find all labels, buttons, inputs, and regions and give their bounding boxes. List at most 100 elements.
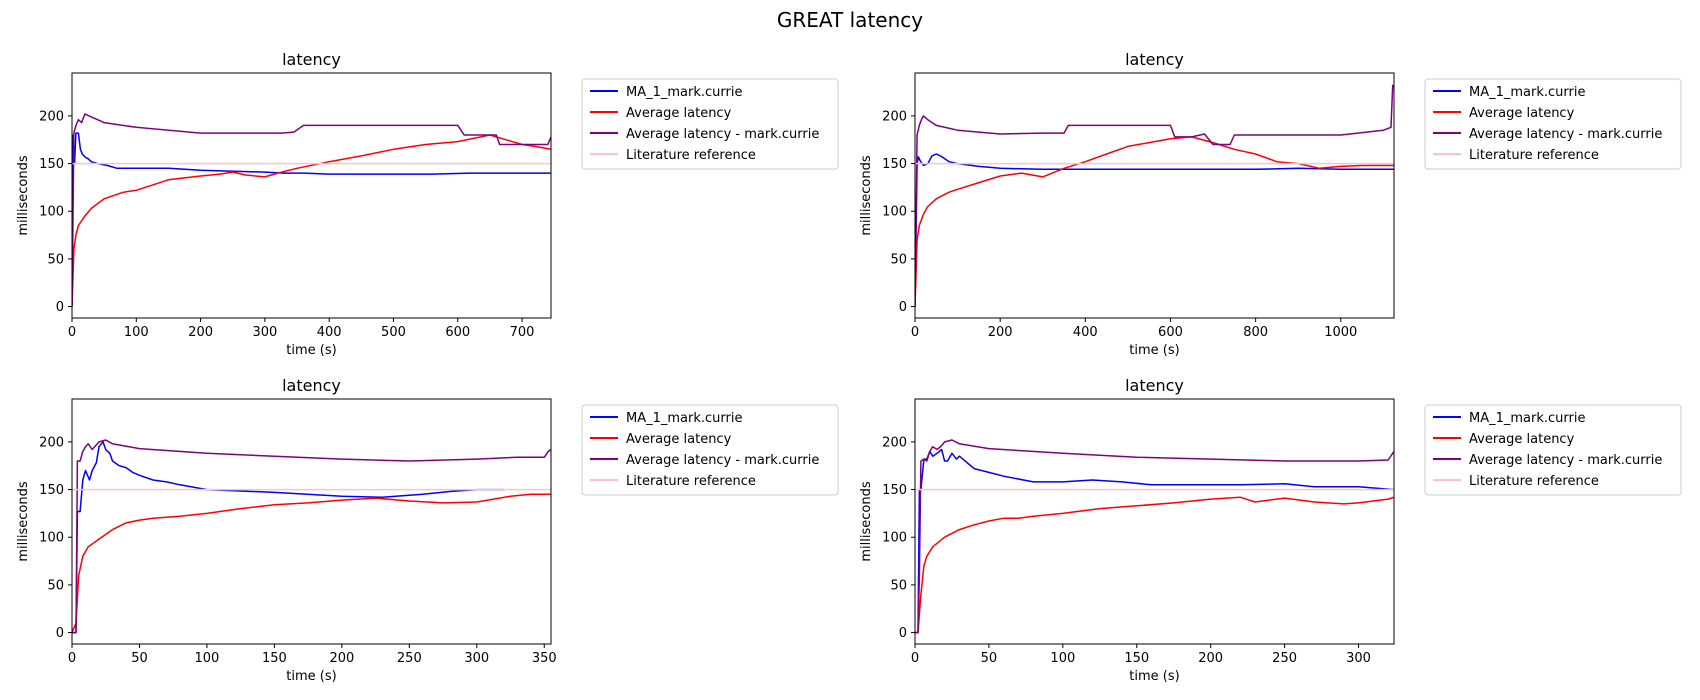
y-tick-label: 50 xyxy=(890,252,907,267)
legend: MA_1_mark.currie Average latency Average l… xyxy=(1424,404,1682,496)
x-tick-label: 150 xyxy=(262,651,287,666)
y-tick-label: 150 xyxy=(39,157,64,172)
x-tick-label: 0 xyxy=(68,325,76,340)
legend-box xyxy=(1424,404,1682,496)
legend-label: Average latency - mark.currie xyxy=(626,453,819,468)
y-tick-label: 0 xyxy=(56,626,64,641)
subplot-title: latency xyxy=(1125,376,1184,395)
x-tick-label: 50 xyxy=(981,651,998,666)
x-tick-label: 700 xyxy=(510,325,535,340)
y-tick-label: 150 xyxy=(882,483,907,498)
legend: MA_1_mark.currie Average latency Average l… xyxy=(581,404,839,496)
legend-label: Average latency - mark.currie xyxy=(626,127,819,142)
legend-label: Average latency - mark.currie xyxy=(1469,453,1662,468)
x-tick-label: 150 xyxy=(1124,651,1149,666)
y-tick-label: 0 xyxy=(899,300,907,315)
plot-frame xyxy=(914,398,1395,645)
y-tick-label: 100 xyxy=(39,531,64,546)
x-tick-label: 300 xyxy=(464,651,489,666)
plot-frame xyxy=(71,398,552,645)
y-tick-label: 50 xyxy=(47,578,64,593)
series-line-2 xyxy=(915,136,1394,307)
legend-label: MA_1_mark.currie xyxy=(626,411,742,426)
legend-label: Average latency xyxy=(626,432,732,447)
subplot-4: 0 50 100 150 200 250 300 0 50 100 150 200 latency tim… xyxy=(859,376,1682,684)
x-tick-label: 400 xyxy=(1073,325,1098,340)
plot-frame xyxy=(914,72,1395,319)
subplot-1: 0 100 200 300 400 500 600 700 0 50 100 150 200 latenc… xyxy=(16,50,839,358)
x-tick-label: 200 xyxy=(1198,651,1223,666)
subplot-2: 0 200 400 600 800 1000 0 50 100 150 200 latency time… xyxy=(859,50,1682,358)
y-tick-label: 0 xyxy=(56,300,64,315)
y-tick-label: 100 xyxy=(882,531,907,546)
x-tick-label: 50 xyxy=(131,651,148,666)
y-axis-label: milliseconds xyxy=(16,155,31,235)
series-line-1 xyxy=(72,441,504,634)
x-tick-label: 400 xyxy=(317,325,342,340)
x-tick-label: 0 xyxy=(911,325,919,340)
legend-box xyxy=(581,78,839,170)
x-tick-label: 350 xyxy=(532,651,557,666)
x-axis-label: time (s) xyxy=(1129,669,1179,684)
legend-label: Literature reference xyxy=(626,474,756,489)
legend: MA_1_mark.currie Average latency Average l… xyxy=(581,78,839,170)
x-tick-label: 0 xyxy=(911,651,919,666)
series-line-3 xyxy=(72,439,551,634)
y-axis-label: milliseconds xyxy=(859,155,874,235)
x-tick-label: 300 xyxy=(252,325,277,340)
x-tick-label: 100 xyxy=(1050,651,1075,666)
series-line-3 xyxy=(915,439,1394,634)
x-tick-label: 250 xyxy=(397,651,422,666)
legend: MA_1_mark.currie Average latency Average l… xyxy=(1424,78,1682,170)
y-tick-label: 100 xyxy=(882,205,907,220)
x-tick-label: 200 xyxy=(188,325,213,340)
series-line-1 xyxy=(915,153,1394,307)
legend-label: Average latency xyxy=(626,106,732,121)
series-line-2 xyxy=(915,496,1394,634)
subplot-3: 0 50 100 150 200 250 300 350 0 50 100 150 200 latency… xyxy=(16,376,839,684)
plot-frame xyxy=(71,72,552,319)
x-tick-label: 500 xyxy=(381,325,406,340)
legend-box xyxy=(1424,78,1682,170)
x-tick-label: 600 xyxy=(445,325,470,340)
legend-label: Literature reference xyxy=(626,148,756,163)
series-line-3 xyxy=(72,113,551,307)
subplot-title: latency xyxy=(282,50,341,69)
legend-label: MA_1_mark.currie xyxy=(1469,85,1585,100)
x-axis-label: time (s) xyxy=(286,343,336,358)
series-line-3 xyxy=(915,84,1394,307)
legend-label: MA_1_mark.currie xyxy=(1469,411,1585,426)
series-line-2 xyxy=(72,134,551,307)
subplot-title: latency xyxy=(1125,50,1184,69)
legend-label: Average latency xyxy=(1469,106,1575,121)
x-tick-label: 100 xyxy=(195,651,220,666)
series-line-2 xyxy=(72,493,551,633)
legend-label: MA_1_mark.currie xyxy=(626,85,742,100)
y-tick-label: 200 xyxy=(882,435,907,450)
x-tick-label: 200 xyxy=(329,651,354,666)
series-line-1 xyxy=(72,132,551,307)
legend-label: Literature reference xyxy=(1469,474,1599,489)
y-tick-label: 150 xyxy=(39,483,64,498)
x-tick-label: 100 xyxy=(124,325,149,340)
y-axis-label: milliseconds xyxy=(859,481,874,561)
figure-title: GREAT latency xyxy=(776,8,924,32)
x-tick-label: 800 xyxy=(1243,325,1268,340)
x-tick-label: 250 xyxy=(1272,651,1297,666)
y-tick-label: 0 xyxy=(899,626,907,641)
x-tick-label: 1000 xyxy=(1324,325,1357,340)
y-axis-label: milliseconds xyxy=(16,481,31,561)
y-tick-label: 150 xyxy=(882,157,907,172)
x-tick-label: 600 xyxy=(1158,325,1183,340)
legend-label: Average latency xyxy=(1469,432,1575,447)
x-axis-label: time (s) xyxy=(1129,343,1179,358)
legend-label: Literature reference xyxy=(1469,148,1599,163)
x-tick-label: 200 xyxy=(988,325,1013,340)
x-tick-label: 0 xyxy=(68,651,76,666)
subplot-title: latency xyxy=(282,376,341,395)
legend-label: Average latency - mark.currie xyxy=(1469,127,1662,142)
legend-box xyxy=(581,404,839,496)
x-tick-label: 300 xyxy=(1346,651,1371,666)
y-tick-label: 50 xyxy=(47,252,64,267)
